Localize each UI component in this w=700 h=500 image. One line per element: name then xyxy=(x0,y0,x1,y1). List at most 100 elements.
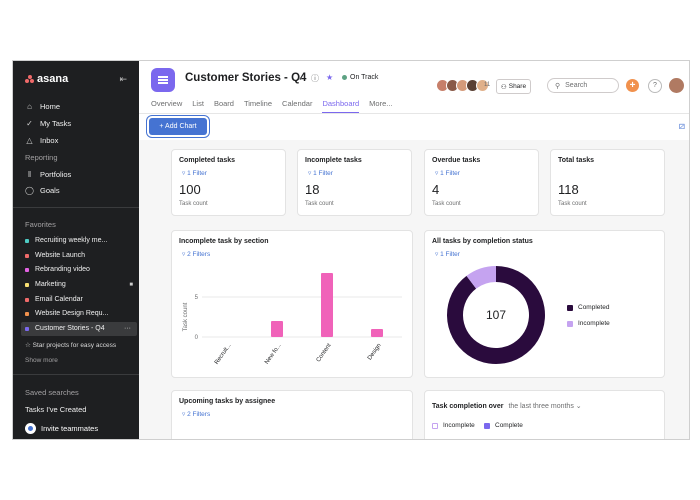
stat-caption: Task count xyxy=(432,201,461,207)
tab-board[interactable]: Board xyxy=(213,99,234,108)
tab-timeline[interactable]: Timeline xyxy=(243,99,273,108)
filter-link[interactable]: ▿ 2 Filters xyxy=(182,251,211,258)
reporting-label[interactable]: Reporting xyxy=(25,153,58,162)
favorite-email-calendar[interactable]: Email Calendar xyxy=(25,296,133,303)
person-icon: ◯ xyxy=(25,186,34,195)
main-content: Customer Stories - Q4 ⌄ ⓘ ★ On Track Ove… xyxy=(139,61,689,439)
project-list-icon[interactable] xyxy=(151,68,175,92)
legend-item-incomplete: Incomplete xyxy=(432,422,475,429)
card-title: Incomplete task by section xyxy=(179,238,269,245)
legend-label: Complete xyxy=(495,422,523,429)
favorite-label: Customer Stories - Q4 xyxy=(35,325,105,332)
project-color-swatch xyxy=(25,327,29,331)
sidebar-item-my-tasks[interactable]: ✓ My Tasks xyxy=(25,119,71,128)
favorite-rebranding-video[interactable]: Rebranding video xyxy=(25,266,133,273)
sidebar-item-goals[interactable]: ◯ Goals xyxy=(25,186,60,195)
collapse-sidebar-icon[interactable]: ⇤ xyxy=(119,74,127,84)
favorite-recruiting[interactable]: Recruiting weekly me... xyxy=(25,237,133,244)
filter-link[interactable]: ▿ 1 Filter xyxy=(182,170,207,177)
task-completion-card[interactable]: Task completion over the last three month… xyxy=(424,390,665,439)
stat-caption: Task count xyxy=(179,201,208,207)
share-button[interactable]: ⚇ Share xyxy=(496,79,531,94)
date-range-dropdown[interactable]: the last three months ⌄ xyxy=(508,403,582,410)
favorite-website-launch[interactable]: Website Launch xyxy=(25,252,133,259)
upcoming-tasks-card[interactable]: Upcoming tasks by assignee ▿ 2 Filters xyxy=(171,390,413,439)
sidebar-item-inbox[interactable]: △ Inbox xyxy=(25,136,58,145)
status-badge[interactable]: On Track xyxy=(342,74,378,81)
info-icon[interactable]: ⓘ xyxy=(311,74,319,83)
stat-value: 100 xyxy=(179,182,201,197)
favorite-label: Website Design Requ... xyxy=(35,310,109,317)
app-window: asana ⇤ ⌂ Home ✓ My Tasks △ Inbox Report… xyxy=(12,60,690,440)
tab-calendar[interactable]: Calendar xyxy=(282,99,313,108)
invite-teammates-button[interactable]: Invite teammates xyxy=(25,423,98,434)
sidebar-divider xyxy=(13,374,139,375)
sidebar-item-label: Inbox xyxy=(40,136,59,145)
tab-dashboard[interactable]: Dashboard xyxy=(322,99,360,113)
tab-overview[interactable]: Overview xyxy=(151,99,183,108)
asana-logo[interactable]: asana xyxy=(25,73,68,85)
bar-content xyxy=(321,273,333,337)
tab-list[interactable]: List xyxy=(192,99,204,108)
saved-search-tasks-created[interactable]: Tasks I've Created xyxy=(25,405,87,414)
filter-link[interactable]: ▿ 1 Filter xyxy=(308,170,333,177)
star-icon[interactable]: ★ xyxy=(326,73,334,82)
bar-chart-card[interactable]: Incomplete task by section ▿ 2 Filters T… xyxy=(171,230,413,378)
project-title[interactable]: Customer Stories - Q4 xyxy=(185,72,307,84)
filter-link[interactable]: ▿ 1 Filter xyxy=(435,170,460,177)
search-icon: ⚲ xyxy=(555,82,561,90)
card-title: All tasks by completion status xyxy=(432,238,533,245)
filter-link[interactable]: ▿ 1 Filter xyxy=(435,251,460,258)
stat-card-completed[interactable]: Completed tasks ▿ 1 Filter 100 Task coun… xyxy=(171,149,286,216)
project-header: Customer Stories - Q4 ⌄ ⓘ ★ On Track Ove… xyxy=(139,61,689,114)
stat-value: 118 xyxy=(558,182,579,197)
donut-slice-incomplete xyxy=(466,266,496,289)
logo-text: asana xyxy=(37,73,69,85)
favorite-label: Recruiting weekly me... xyxy=(35,237,108,244)
project-color-swatch xyxy=(25,253,29,258)
y-tick-label: 0 xyxy=(195,335,199,341)
user-avatar[interactable] xyxy=(669,78,684,93)
x-tick-label: New fo... xyxy=(264,342,283,365)
donut-chart: 107 xyxy=(447,266,545,364)
donut-slice-completed xyxy=(447,266,545,364)
customize-icon[interactable]: ⚂ xyxy=(678,124,685,131)
sidebar-item-label: Portfolios xyxy=(40,170,72,179)
tab-more[interactable]: More... xyxy=(369,99,393,108)
invite-label: Invite teammates xyxy=(41,424,99,433)
favorite-marketing[interactable]: Marketing ■ xyxy=(25,281,133,288)
sidebar-item-label: Goals xyxy=(40,186,60,195)
chevron-down-icon[interactable]: ⌄ xyxy=(297,73,304,82)
stat-card-incomplete[interactable]: Incomplete tasks ▿ 1 Filter 18 Task coun… xyxy=(297,149,412,216)
stat-card-total[interactable]: Total tasks 118 Task count xyxy=(550,149,665,216)
project-tabs: Overview List Board Timeline Calendar Da… xyxy=(151,99,393,113)
saved-searches-label[interactable]: Saved searches xyxy=(25,388,79,397)
favorites-label[interactable]: Favorites xyxy=(25,220,56,229)
project-members[interactable] xyxy=(436,79,489,92)
favorite-customer-stories[interactable]: Customer Stories - Q4 ··· xyxy=(21,322,137,336)
add-chart-button[interactable]: + Add Chart xyxy=(149,118,207,135)
more-options-icon[interactable]: ··· xyxy=(124,325,131,332)
stat-card-overdue[interactable]: Overdue tasks ▿ 1 Filter 4 Task count xyxy=(424,149,539,216)
show-more-link[interactable]: Show more xyxy=(25,357,58,364)
bell-icon: △ xyxy=(26,136,33,145)
legend-item-incomplete: Incomplete xyxy=(567,320,610,327)
sidebar-item-home[interactable]: ⌂ Home xyxy=(25,102,60,111)
sidebar-item-portfolios[interactable]: ‖ Portfolios xyxy=(25,170,71,179)
filter-link[interactable]: ▿ 2 Filters xyxy=(182,411,211,418)
legend-swatch xyxy=(567,304,573,311)
lock-icon: ■ xyxy=(129,281,133,288)
search-input[interactable]: ⚲ Search xyxy=(547,78,619,93)
favorite-website-design[interactable]: Website Design Requ... xyxy=(25,310,133,317)
card-title: Total tasks xyxy=(558,157,595,164)
help-button[interactable]: ? xyxy=(648,79,662,93)
stat-value: 18 xyxy=(305,182,320,197)
donut-chart-card[interactable]: All tasks by completion status ▿ 1 Filte… xyxy=(424,230,665,378)
search-placeholder: Search xyxy=(565,82,588,89)
check-circle-icon: ✓ xyxy=(26,119,33,128)
project-color-swatch xyxy=(25,311,29,316)
quick-add-button[interactable]: + xyxy=(626,79,639,92)
filter-label: 1 Filter xyxy=(187,170,207,177)
stat-caption: Task count xyxy=(305,201,334,207)
favorite-label: Rebranding video xyxy=(35,266,90,273)
